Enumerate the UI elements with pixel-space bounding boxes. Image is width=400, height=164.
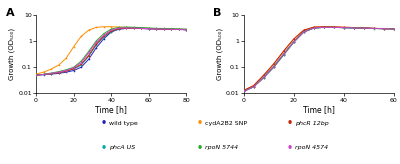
Text: •: • <box>287 143 293 153</box>
Text: phcR 12bp: phcR 12bp <box>295 121 328 125</box>
Text: •: • <box>101 118 107 128</box>
X-axis label: Time [h]: Time [h] <box>95 105 127 114</box>
Text: •: • <box>101 143 107 153</box>
Y-axis label: Growth (OD₅₀₀): Growth (OD₅₀₀) <box>216 28 223 80</box>
Text: A: A <box>6 9 14 19</box>
X-axis label: Time [h]: Time [h] <box>303 105 335 114</box>
Y-axis label: Growth (OD₅₀₀): Growth (OD₅₀₀) <box>9 28 16 80</box>
Text: rpoN 5744: rpoN 5744 <box>205 145 238 150</box>
Text: wild type: wild type <box>109 121 138 125</box>
Text: •: • <box>197 143 203 153</box>
Text: •: • <box>197 118 203 128</box>
Text: B: B <box>214 9 222 19</box>
Text: phcA US: phcA US <box>109 145 135 150</box>
Text: rpoN 4574: rpoN 4574 <box>295 145 328 150</box>
Text: •: • <box>287 118 293 128</box>
Text: cydA2B2 SNP: cydA2B2 SNP <box>205 121 247 125</box>
